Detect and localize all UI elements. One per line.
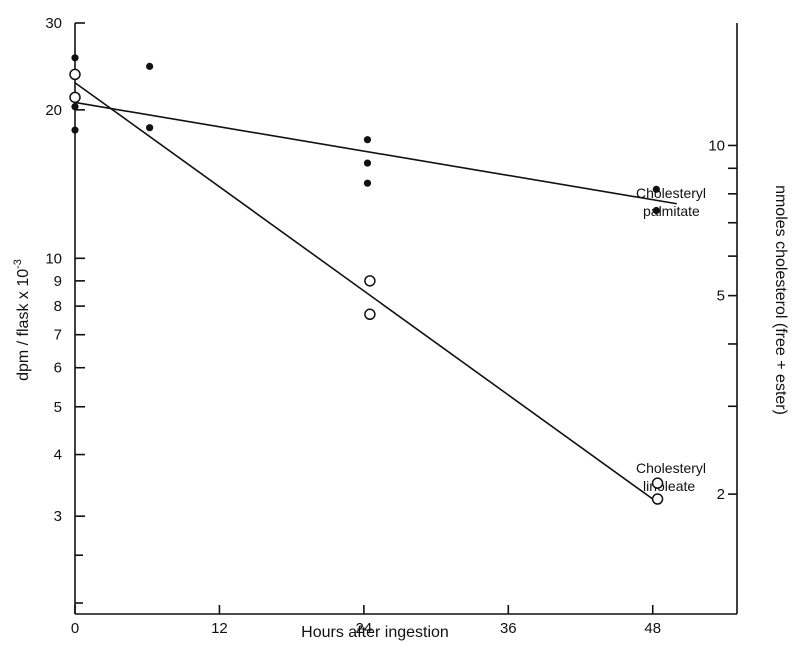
x-axis-title: Hours after ingestion: [301, 624, 449, 641]
x-tick-label: 12: [211, 620, 228, 637]
x-tick-label: 0: [71, 620, 79, 637]
data-point-linoleate: [651, 493, 664, 505]
fit-line-palmitate: [74, 101, 677, 205]
data-point-palmitate: [71, 103, 79, 111]
annotation-palmitate: Cholesteryl palmitate: [636, 185, 710, 219]
data-point-palmitate: [652, 185, 660, 193]
data-point-palmitate: [363, 136, 372, 144]
data-point-palmitate: [71, 126, 79, 134]
axes: 0 12 24 36 48 3 4 5 6 7 8 9 10 20 30 2 5 10: [45, 15, 738, 637]
y-tick-label: 8: [54, 298, 62, 315]
y2-tick-label: 5: [717, 288, 725, 305]
fit-lines: [74, 82, 677, 500]
y-axis-title-superscript: -3: [12, 259, 24, 269]
y-tick-label: 9: [54, 273, 62, 290]
x-tick-label: 24: [356, 620, 373, 637]
data-point-linoleate: [651, 477, 664, 489]
data-point-palmitate: [146, 62, 154, 70]
x-tick-label: 48: [644, 620, 661, 637]
y-tick-label: 20: [45, 102, 62, 119]
y-tick-label: 4: [54, 447, 62, 464]
y-tick-label: 10: [45, 250, 62, 267]
data-point-palmitate: [146, 124, 154, 132]
x-tick-label: 36: [500, 620, 517, 637]
y-tick-label: 3: [54, 508, 62, 525]
data-point-linoleate: [69, 91, 81, 104]
y-tick-label: 6: [54, 360, 62, 377]
y-tick-label: 7: [54, 327, 62, 344]
data-point-linoleate: [364, 275, 376, 287]
annotation-linoleate: Cholesteryl linoleate: [636, 460, 710, 494]
y2-tick-label: 10: [708, 137, 725, 154]
y-axis-title: dpm / flask x 10-3: [12, 259, 32, 381]
y-axis-title-text: dpm / flask x 10: [15, 269, 32, 381]
data-point-linoleate: [364, 308, 376, 321]
annotation-linoleate-line1: Cholesteryl: [636, 460, 706, 476]
y-tick-label: 5: [54, 399, 62, 416]
y2-axis-title: nmoles cholesterol (free + ester): [772, 185, 789, 415]
data-point-palmitate: [363, 159, 372, 167]
data-points: [69, 54, 664, 505]
annotation-palmitate-line2: palmitate: [643, 203, 700, 219]
annotation-linoleate-line2: linoleate: [643, 478, 695, 494]
y2-tick-label: 2: [717, 486, 725, 503]
data-point-palmitate: [363, 179, 372, 187]
data-point-palmitate: [71, 54, 79, 62]
y-tick-label: 30: [45, 15, 62, 32]
data-point-palmitate: [652, 206, 660, 215]
fit-line-linoleate: [74, 82, 654, 500]
data-point-linoleate: [69, 68, 81, 81]
